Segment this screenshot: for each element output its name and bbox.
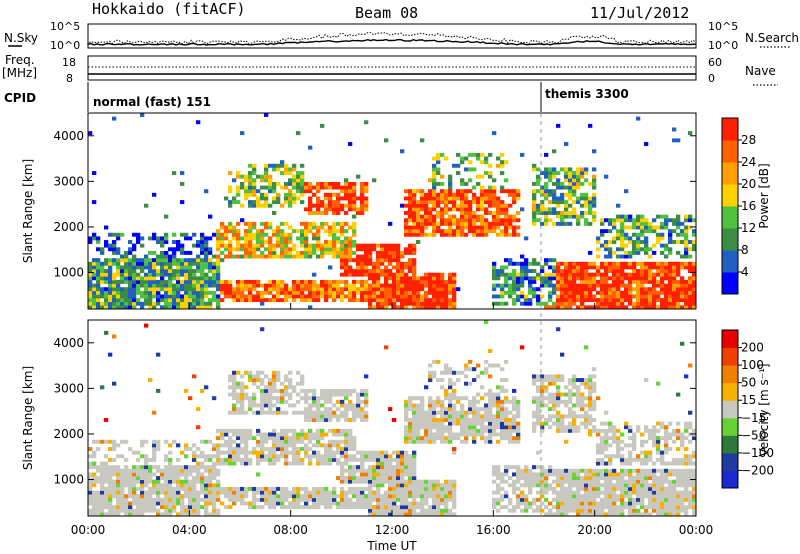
time-axis-title: Time UT: [366, 539, 417, 553]
time-tick-label: 00:00: [71, 523, 106, 537]
colorbar-swatch: [722, 417, 738, 436]
freq-tick-left-bottom: 8: [66, 72, 73, 85]
velocity-colorbar: 200 100 50 15 −15 −50 −100 −200: [721, 329, 774, 489]
colorbar-swatch: [722, 162, 738, 185]
velocity-y-axis-title: Slant Range [km]: [21, 366, 35, 470]
time-tick-label: 00:00: [679, 523, 714, 537]
nsky-label: N.Sky: [4, 31, 38, 45]
y-tick-label: 2000: [53, 427, 84, 441]
freq-label: Freq.: [5, 53, 35, 67]
power-colorbar-title: Power [dB]: [757, 163, 771, 228]
freq-panel: [87, 55, 697, 81]
colorbar-tick-label: 15: [741, 393, 756, 407]
y-tick-label: 1000: [53, 473, 84, 487]
y-tick-label: 2000: [53, 220, 84, 234]
cpid-label: CPID: [4, 91, 36, 105]
time-tick-label: 08:00: [273, 523, 308, 537]
colorbar-swatch: [722, 140, 738, 163]
y-tick-label: 4000: [53, 336, 84, 350]
beam-label: Beam 08: [355, 4, 418, 22]
colorbar-swatch: [722, 347, 738, 366]
colorbar-swatch: [722, 452, 738, 471]
time-tick-label: 20:00: [577, 523, 612, 537]
freq-tick-right-bottom: 0: [708, 72, 715, 85]
noise-tick-right-bottom: 10^0: [708, 39, 738, 52]
freq-tick-right-top: 60: [708, 56, 722, 69]
colorbar-tick-label: 16: [741, 199, 756, 213]
colorbar-swatch: [722, 470, 738, 489]
colorbar-swatch: [722, 272, 738, 295]
power-y-axis: 1000 2000 3000 4000: [53, 129, 696, 280]
velocity-heatmap: [88, 320, 697, 517]
colorbar-swatch: [722, 330, 738, 349]
noise-tick-right-top: 10^5: [708, 20, 738, 33]
date-label: 11/Jul/2012: [590, 4, 689, 22]
time-tick-label: 12:00: [375, 523, 410, 537]
colorbar-tick-label: 8: [741, 243, 749, 257]
colorbar-tick-label: 200: [741, 341, 764, 355]
colorbar-tick-label: −100: [741, 446, 774, 460]
nave-label: Nave: [745, 64, 776, 78]
y-tick-label: 4000: [53, 129, 84, 143]
colorbar-tick-label: −15: [741, 411, 766, 425]
power-heatmap: [88, 113, 697, 310]
colorbar-swatch: [722, 250, 738, 273]
colorbar-swatch: [722, 400, 738, 419]
freq-tick-left-top: 18: [62, 56, 76, 69]
colorbar-tick-label: 20: [741, 177, 756, 191]
freq-unit-label: [MHz]: [2, 66, 37, 80]
colorbar-swatch: [722, 382, 738, 401]
radar-title: Hokkaido (fitACF): [92, 0, 246, 18]
colorbar-swatch: [722, 365, 738, 384]
velocity-colorbar-title: Velocity [m s⁻¹]: [757, 363, 771, 456]
y-tick-label: 3000: [53, 381, 84, 395]
colorbar-tick-label: −50: [741, 428, 766, 442]
power-colorbar: 4 8 12 16 20 24 28: [721, 117, 756, 295]
colorbar-tick-label: 12: [741, 221, 756, 235]
colorbar-swatch: [722, 184, 738, 207]
colorbar-swatch: [722, 435, 738, 454]
colorbar-tick-label: −200: [741, 463, 774, 477]
colorbar-tick-label: 100: [741, 358, 764, 372]
time-tick-label: 16:00: [476, 523, 511, 537]
cpid-segment-normal: normal (fast) 151: [93, 95, 211, 109]
noise-traces: [87, 32, 697, 46]
colorbar-swatch: [722, 118, 738, 141]
time-axis: 00:00 04:00 08:00 12:00 16:00 20:00 00:00: [71, 303, 714, 537]
colorbar-swatch: [722, 206, 738, 229]
noise-tick-left-bottom: 10^0: [50, 39, 80, 52]
cpid-segment-themis: themis 3300: [545, 87, 629, 101]
noise-panel: [87, 23, 697, 49]
colorbar-swatch: [722, 228, 738, 251]
nsearch-label: N.Search: [745, 31, 799, 45]
velocity-y-axis: 1000 2000 3000 4000: [53, 336, 696, 487]
colorbar-tick-label: 50: [741, 376, 756, 390]
colorbar-tick-label: 28: [741, 133, 756, 147]
colorbar-tick-label: 4: [741, 265, 749, 279]
noise-tick-left-top: 10^5: [50, 20, 80, 33]
power-y-axis-title: Slant Range [km]: [21, 159, 35, 263]
y-tick-label: 1000: [53, 266, 84, 280]
time-tick-label: 04:00: [172, 523, 207, 537]
y-tick-label: 3000: [53, 174, 84, 188]
colorbar-tick-label: 24: [741, 155, 756, 169]
